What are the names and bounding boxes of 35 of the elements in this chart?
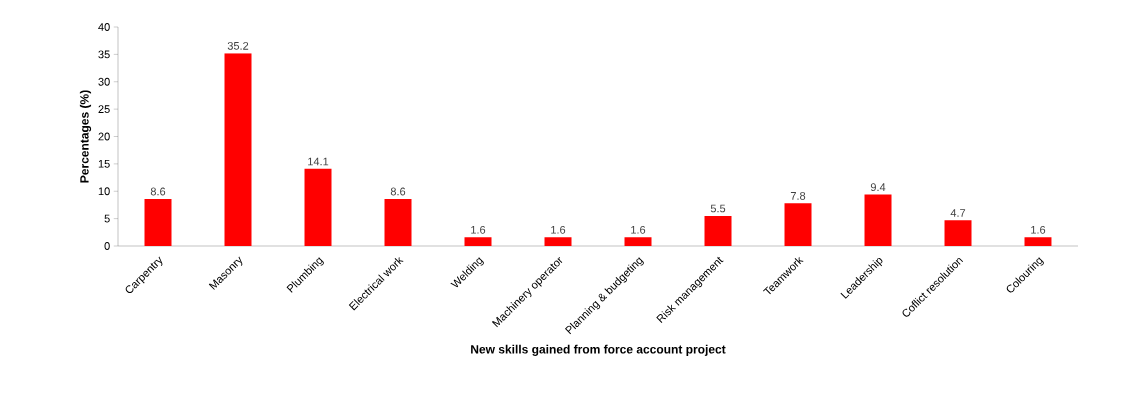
- y-tick-label: 25: [98, 105, 110, 114]
- bar: [784, 203, 812, 246]
- y-tick-label: 35: [98, 50, 110, 59]
- bar: [1024, 237, 1052, 246]
- data-label: 14.1: [308, 157, 329, 166]
- bar: [704, 215, 732, 246]
- y-tick-label: 15: [98, 160, 110, 168]
- y-tick-label: 40: [98, 23, 110, 31]
- x-axis-title: New skills gained from force account project: [471, 344, 726, 356]
- data-label: 5.5: [710, 204, 726, 213]
- data-label: 1.6: [631, 225, 646, 234]
- data-label: 8.6: [150, 187, 166, 196]
- data-label: 1.6: [551, 225, 566, 234]
- y-tick-label: 30: [98, 77, 110, 86]
- data-label: 9.4: [870, 183, 886, 192]
- data-label: 1.6: [1031, 225, 1046, 234]
- data-label: 7.8: [790, 191, 806, 200]
- data-label: 1.6: [471, 225, 486, 234]
- bar: [464, 237, 492, 246]
- y-tick-label: 10: [98, 187, 110, 196]
- y-tick-label: 20: [98, 132, 110, 141]
- bar: [144, 198, 172, 246]
- y-tick-label: 5: [104, 214, 110, 223]
- y-axis-title: Percentages (%): [79, 90, 92, 183]
- bar: [304, 168, 332, 246]
- bar: [864, 194, 892, 246]
- data-label: 35.2: [227, 41, 249, 50]
- data-label: 4.7: [950, 209, 966, 217]
- bar: [944, 220, 972, 246]
- bar: [384, 198, 412, 246]
- bar: [624, 237, 652, 246]
- y-tick-label: 0: [104, 242, 110, 250]
- bar: [224, 53, 252, 246]
- bar: [544, 237, 572, 246]
- data-label: 8.6: [390, 187, 406, 196]
